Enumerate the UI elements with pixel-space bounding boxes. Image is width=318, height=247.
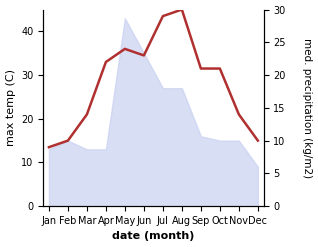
Y-axis label: med. precipitation (kg/m2): med. precipitation (kg/m2) — [302, 38, 313, 178]
X-axis label: date (month): date (month) — [112, 231, 195, 242]
Y-axis label: max temp (C): max temp (C) — [5, 69, 16, 146]
